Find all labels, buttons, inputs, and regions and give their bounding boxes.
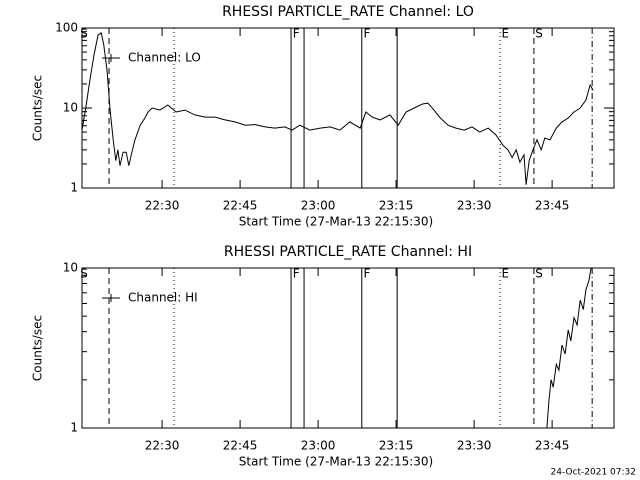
- x-tick-label: 22:30: [145, 199, 180, 213]
- y-axis-label: Counts/sec: [31, 315, 45, 381]
- event-flag: F: [364, 27, 371, 41]
- x-axis-label: Start Time (27-Mar-13 22:15:30): [239, 455, 433, 469]
- y-axis-label: Counts/sec: [31, 75, 45, 141]
- event-flag: F: [293, 27, 300, 41]
- event-flag: S: [80, 267, 88, 281]
- event-flag: S: [535, 27, 543, 41]
- x-axis-label: Start Time (27-Mar-13 22:15:30): [239, 215, 433, 229]
- x-tick-label: 23:00: [301, 199, 336, 213]
- chart-title: RHESSI PARTICLE_RATE Channel: LO: [222, 4, 474, 20]
- event-flag: E: [502, 267, 510, 281]
- event-flag: E: [502, 27, 510, 41]
- event-flag: F: [364, 267, 371, 281]
- x-tick-label: 22:45: [223, 199, 258, 213]
- footer: 24-Oct-2021 07:32: [551, 468, 636, 478]
- data-line: [546, 267, 592, 429]
- x-tick-label: 23:30: [457, 439, 492, 453]
- y-tick-label: 1: [70, 181, 78, 195]
- event-flag: S: [80, 27, 88, 41]
- legend-label: Channel: HI: [128, 291, 198, 305]
- x-tick-label: 23:45: [535, 439, 570, 453]
- x-tick-label: 23:00: [301, 439, 336, 453]
- y-tick-label: 10: [63, 261, 78, 275]
- x-tick-label: 23:15: [379, 439, 414, 453]
- event-flag: F: [293, 267, 300, 281]
- x-tick-label: 23:30: [457, 199, 492, 213]
- x-tick-label: 23:15: [379, 199, 414, 213]
- x-tick-label: 22:45: [223, 439, 258, 453]
- chart-title: RHESSI PARTICLE_RATE Channel: HI: [224, 244, 472, 260]
- event-flag: S: [535, 267, 543, 281]
- y-tick-label: 1: [70, 421, 78, 435]
- x-tick-label: 23:45: [535, 199, 570, 213]
- legend-label: Channel: LO: [128, 51, 201, 65]
- y-tick-label: 100: [55, 21, 78, 35]
- plot-frame: [81, 267, 615, 429]
- data-line: [81, 31, 594, 185]
- x-tick-label: 22:30: [145, 439, 180, 453]
- y-tick-label: 10: [63, 101, 78, 115]
